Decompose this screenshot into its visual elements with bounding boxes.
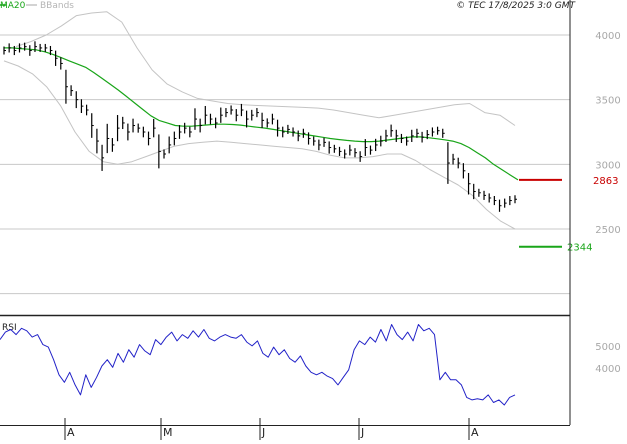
price-level-label: 2344 bbox=[567, 243, 592, 254]
ma20-legend-label: MA20 bbox=[0, 1, 26, 11]
month-label: A bbox=[471, 426, 479, 439]
price-tick-label: 2500 bbox=[595, 225, 620, 236]
month-label: J bbox=[360, 426, 364, 439]
bbands-lower-line bbox=[3, 60, 516, 230]
price-tick-label: 4000 bbox=[595, 31, 620, 42]
month-label: M bbox=[163, 426, 173, 439]
price-levels: 2863 2344 bbox=[519, 176, 618, 254]
ma20-series bbox=[4, 47, 519, 181]
price-axis: 4000 3500 3000 2500 bbox=[595, 31, 620, 236]
rsi-tick-label: 5000 bbox=[595, 342, 620, 353]
month-label: J bbox=[261, 426, 265, 439]
month-label: A bbox=[67, 426, 75, 439]
price-tick-label: 3500 bbox=[595, 96, 620, 107]
price-level-label: 2863 bbox=[593, 176, 618, 187]
price-series bbox=[3, 41, 517, 212]
rsi-line bbox=[0, 324, 516, 406]
bbands-upper-line bbox=[15, 11, 516, 126]
rsi-label: RSI bbox=[2, 323, 17, 333]
bollinger-bands bbox=[3, 11, 516, 230]
price-tick-label: 3000 bbox=[595, 160, 620, 171]
price-grid bbox=[0, 34, 570, 295]
bbands-legend-label: BBands bbox=[40, 1, 74, 11]
rsi-axis: 5000 4000 bbox=[595, 342, 620, 375]
copyright-text: © TEC 17/8/2025 3:0 GMT bbox=[456, 1, 576, 11]
rsi-tick-label: 4000 bbox=[595, 364, 620, 375]
ma20-line bbox=[4, 47, 519, 181]
rsi-series bbox=[0, 324, 516, 406]
